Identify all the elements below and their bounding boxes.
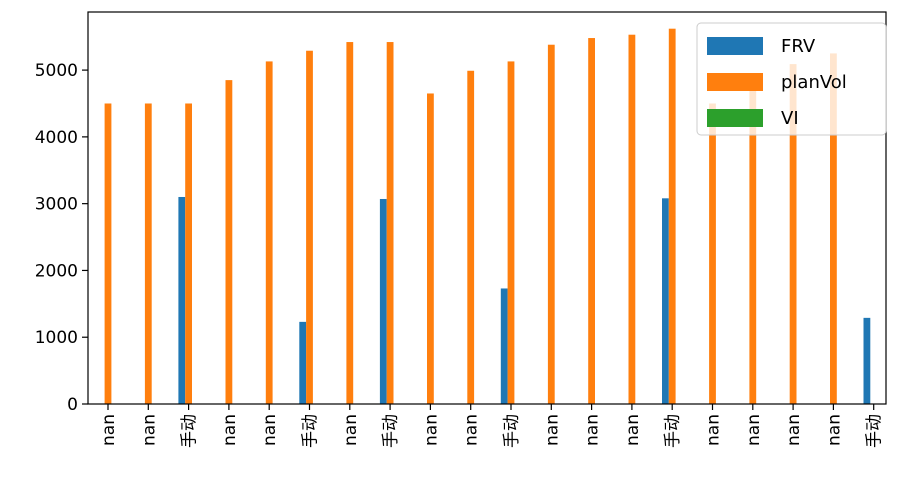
bar-planVol [265,61,273,404]
x-tick-label: nan [583,414,603,446]
bar-planVol [588,38,595,405]
bar-planVol [507,61,515,404]
bar-planVol [668,28,676,404]
x-tick-label: 手动 [180,414,200,448]
bar-planVol [306,50,313,404]
plot-frame [87,11,887,405]
bar-planVol [628,34,636,404]
legend-label: VI [781,108,799,129]
x-tick-label: nan [341,414,361,446]
y-tick-label: 1000 [35,328,78,348]
x-tick-label: nan [623,414,643,446]
bar-planVol [346,42,354,404]
bar-planVol [467,70,475,405]
bars-layer [104,28,871,405]
x-tick-label: 手动 [865,414,885,448]
bar-planVol [104,103,112,405]
legend: FRV planVol VI [696,22,887,136]
y-tick-label: 0 [67,395,78,415]
x-tick-label: nan [421,414,441,446]
y-tick-label: 2000 [35,261,78,281]
x-tick-label: nan [744,414,764,446]
bar-planVol [749,82,757,404]
legend-swatch-planVol [707,73,763,91]
x-tick-label: nan [824,414,844,446]
bar-FRV [863,317,871,404]
x-tick-label: nan [260,414,280,446]
bar-FRV [178,196,186,404]
bar-planVol [144,103,152,405]
x-tick-label: nan [704,414,724,446]
x-tick-label: nan [784,414,804,446]
x-tick-label: 手动 [502,414,522,448]
x-tick-label: 手动 [663,414,683,448]
x-tick-label: nan [462,414,482,446]
bar-FRV [299,321,307,404]
bar-planVol [225,80,233,404]
bar-planVol [830,53,837,404]
x-tick-label: nan [542,414,562,446]
legend-label: planVol [781,72,847,93]
bar-planVol [789,64,797,404]
x-tick-label: nan [139,414,159,446]
bar-FRV [662,198,669,404]
legend-swatch-VI [707,109,763,127]
bar-FRV [500,288,508,404]
x-tick-label: 手动 [301,414,321,448]
bar-planVol [185,103,192,405]
legend-label: FRV [781,36,816,57]
y-tick-label: 4000 [35,128,78,148]
bar-planVol [386,42,394,404]
x-tick-label: nan [99,414,119,446]
bar-planVol [547,44,555,404]
x-tick-label: nan [220,414,240,446]
bar-FRV [379,198,387,404]
legend-swatch-FRV [707,37,763,55]
x-tick-label: 手动 [381,414,401,448]
y-tick-label: 5000 [35,61,78,81]
bar-planVol [709,103,716,405]
y-tick-label: 3000 [35,195,78,215]
bar-planVol [427,93,434,404]
